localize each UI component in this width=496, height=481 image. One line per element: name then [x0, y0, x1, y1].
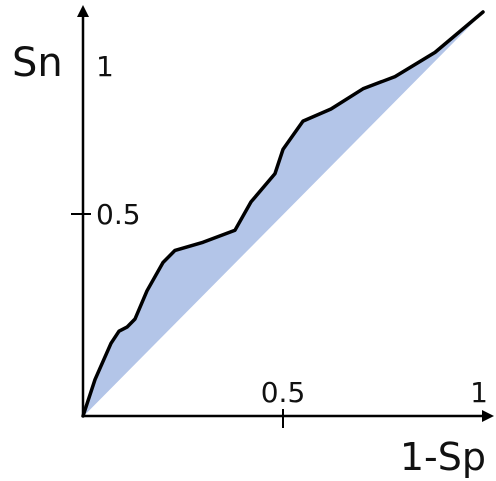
y-axis-label: Sn	[12, 40, 63, 86]
x-tick-label: 0.5	[261, 376, 306, 409]
x-axis-arrow	[482, 410, 494, 422]
y-tick-label: 0.5	[96, 198, 141, 231]
x-tick-label: 1	[470, 376, 488, 409]
reference-diagonal	[82, 11, 484, 417]
y-axis-arrow	[77, 5, 89, 17]
x-axis-label: 1-Sp	[400, 435, 486, 479]
roc-curve-line	[81, 10, 485, 418]
x-ticks: 0.5 1	[261, 376, 488, 428]
y-ticks: 0.51	[71, 50, 141, 231]
y-tick-label: 1	[96, 50, 114, 83]
